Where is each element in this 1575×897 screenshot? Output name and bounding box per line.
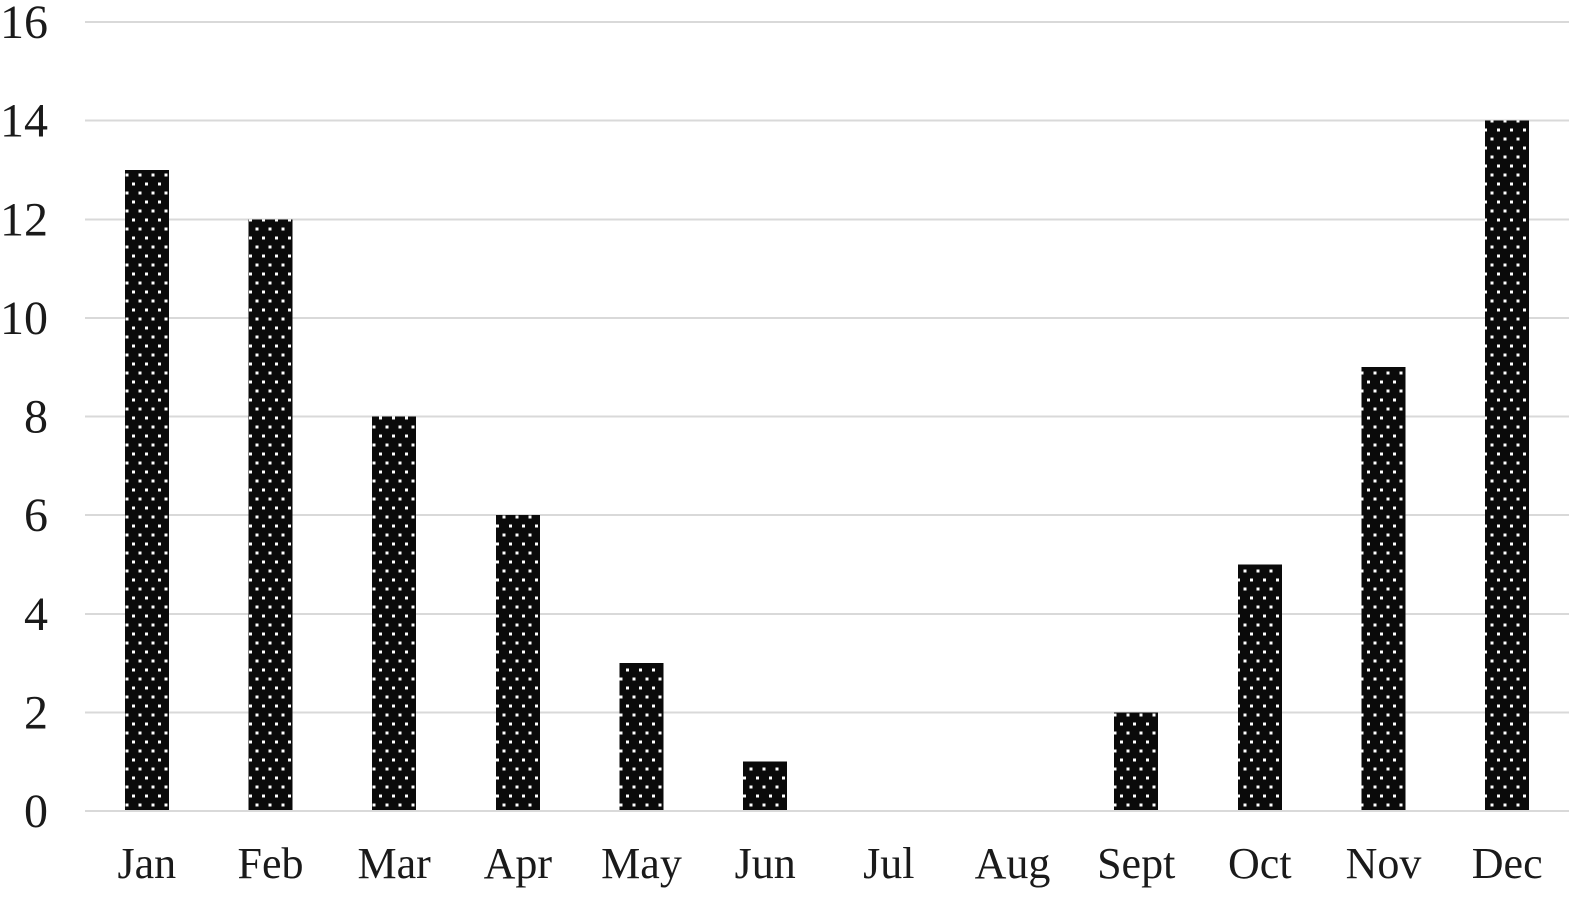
bar-oct — [1237, 564, 1282, 811]
y-tick-label-4: 4 — [24, 588, 48, 641]
y-tick-label-10: 10 — [0, 292, 48, 345]
y-tick-label-0: 0 — [24, 785, 48, 838]
x-axis-label-jan: Jan — [117, 839, 176, 888]
y-tick-label-2: 2 — [24, 686, 48, 739]
x-axis-label-jul: Jul — [863, 839, 914, 888]
bar-jan — [124, 169, 169, 811]
x-axis-label-feb: Feb — [238, 839, 304, 888]
x-axis-label-aug: Aug — [975, 839, 1051, 888]
bar-may — [619, 663, 664, 811]
bar-sept — [1114, 712, 1159, 811]
bar-apr — [495, 515, 540, 811]
y-tick-label-8: 8 — [24, 391, 48, 444]
x-axis-label-jun: Jun — [735, 839, 796, 888]
x-axis-label-apr: Apr — [484, 839, 553, 888]
bar-nov — [1361, 367, 1406, 811]
y-tick-label-16: 16 — [0, 0, 48, 49]
bar-dec — [1485, 120, 1530, 812]
x-axis-label-may: May — [601, 839, 682, 888]
x-axis-label-oct: Oct — [1228, 839, 1292, 888]
y-tick-label-14: 14 — [0, 95, 48, 148]
x-axis-label-dec: Dec — [1472, 839, 1543, 888]
x-axis-label-mar: Mar — [358, 839, 432, 888]
bar-jun — [743, 761, 788, 811]
y-tick-label-6: 6 — [24, 489, 48, 542]
x-axis-label-sept: Sept — [1097, 839, 1175, 888]
y-tick-label-12: 12 — [0, 193, 48, 246]
x-axis-label-nov: Nov — [1346, 839, 1422, 888]
bar-mar — [372, 416, 417, 811]
bar-feb — [248, 219, 293, 812]
